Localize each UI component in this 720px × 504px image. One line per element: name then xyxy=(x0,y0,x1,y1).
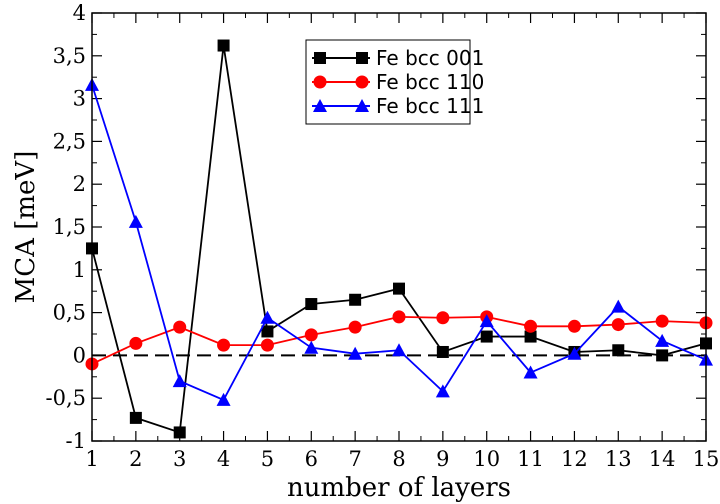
data-point-square xyxy=(612,344,625,357)
data-point-circle xyxy=(392,310,406,324)
y-axis-title: MCA [meV] xyxy=(11,151,41,304)
x-tick-label: 1 xyxy=(85,447,98,471)
legend: Fe bcc 001 Fe bcc 110 Fe bcc 111 xyxy=(305,39,484,125)
data-point-triangle xyxy=(523,365,538,379)
data-point-circle xyxy=(173,320,187,334)
legend-marker-square xyxy=(314,52,326,64)
x-tick-label: 13 xyxy=(605,447,632,471)
data-point-circle xyxy=(524,319,538,333)
data-point-circle xyxy=(655,314,669,328)
data-point-circle xyxy=(348,320,362,334)
y-tick-label: 2 xyxy=(73,172,86,196)
legend-marker-triangle xyxy=(355,99,369,112)
x-tick-label: 4 xyxy=(217,447,230,471)
data-point-triangle xyxy=(172,374,187,388)
data-point-triangle xyxy=(435,384,450,398)
data-point-triangle xyxy=(260,310,275,324)
legend-marker-triangle xyxy=(313,99,327,112)
y-tick-label: 3,5 xyxy=(53,44,86,68)
legend-label: Fe bcc 111 xyxy=(376,94,484,118)
legend-label: Fe bcc 110 xyxy=(376,70,484,94)
data-point-circle xyxy=(304,328,318,342)
y-tick-label: 1,5 xyxy=(53,215,86,239)
data-point-circle xyxy=(129,336,143,350)
data-point-triangle xyxy=(348,346,363,360)
data-point-square xyxy=(656,349,669,362)
y-tick-label: 4 xyxy=(73,1,86,25)
x-tick-label: 9 xyxy=(436,447,449,471)
legend-entry-fe-bcc-111: Fe bcc 111 xyxy=(312,94,484,118)
legend-label: Fe bcc 001 xyxy=(376,46,484,70)
data-point-triangle xyxy=(128,214,143,228)
x-tick-label: 15 xyxy=(693,447,720,471)
data-point-square xyxy=(393,282,405,295)
y-tick-label: 1 xyxy=(73,258,86,282)
data-point-circle xyxy=(260,338,274,352)
y-tick-label: 0,5 xyxy=(53,301,86,325)
x-tick-label: 7 xyxy=(348,447,361,471)
x-tick-label: 14 xyxy=(649,447,676,471)
legend-marker-circle xyxy=(313,75,327,89)
data-point-triangle xyxy=(655,333,670,347)
y-tick-label: 0 xyxy=(73,343,86,367)
x-tick-label: 10 xyxy=(473,447,500,471)
legend-marker-circle xyxy=(355,75,369,89)
data-point-triangle xyxy=(304,340,319,354)
y-tick-label: -1 xyxy=(66,429,86,453)
data-point-square xyxy=(217,39,230,52)
data-point-triangle xyxy=(216,392,231,406)
plot-frame xyxy=(91,12,707,442)
data-point-triangle xyxy=(392,343,406,357)
data-point-square xyxy=(349,293,362,306)
data-point-square xyxy=(436,345,449,358)
data-point-circle xyxy=(436,311,450,325)
x-tick-label: 11 xyxy=(517,447,544,471)
data-point-square xyxy=(261,325,274,338)
x-tick-label: 6 xyxy=(305,447,318,471)
x-tick-label: 8 xyxy=(392,447,405,471)
data-point-square xyxy=(480,330,493,343)
data-point-triangle xyxy=(479,314,494,328)
data-point-square xyxy=(173,426,186,439)
legend-entry-fe-bcc-001: Fe bcc 001 xyxy=(312,46,484,70)
data-point-circle xyxy=(611,318,625,332)
tick-labels: 1 2 3 4 5 6 7 8 9 10 11 12 13 14 15-1-0,500,511,522,53… xyxy=(46,1,720,471)
data-series xyxy=(85,39,713,439)
y-tick-label: 2,5 xyxy=(53,129,86,153)
data-point-circle xyxy=(567,319,581,333)
x-tick-label: 2 xyxy=(129,447,142,471)
x-axis-title: number of layers xyxy=(287,473,511,503)
data-point-triangle xyxy=(611,299,626,313)
legend-marker-square xyxy=(356,52,368,64)
data-point-circle xyxy=(217,338,231,352)
series-fe-bcc-110 xyxy=(85,310,713,371)
y-tick-label: 3 xyxy=(73,87,86,111)
legend-entry-fe-bcc-110: Fe bcc 110 xyxy=(312,70,484,94)
x-tick-label: 3 xyxy=(173,447,186,471)
data-point-triangle xyxy=(567,346,582,360)
data-point-square xyxy=(305,298,318,311)
data-point-square xyxy=(524,330,537,343)
y-tick-label: -0,5 xyxy=(46,386,87,410)
data-point-square xyxy=(129,411,142,424)
x-tick-label: 12 xyxy=(561,447,588,471)
x-tick-label: 5 xyxy=(261,447,274,471)
